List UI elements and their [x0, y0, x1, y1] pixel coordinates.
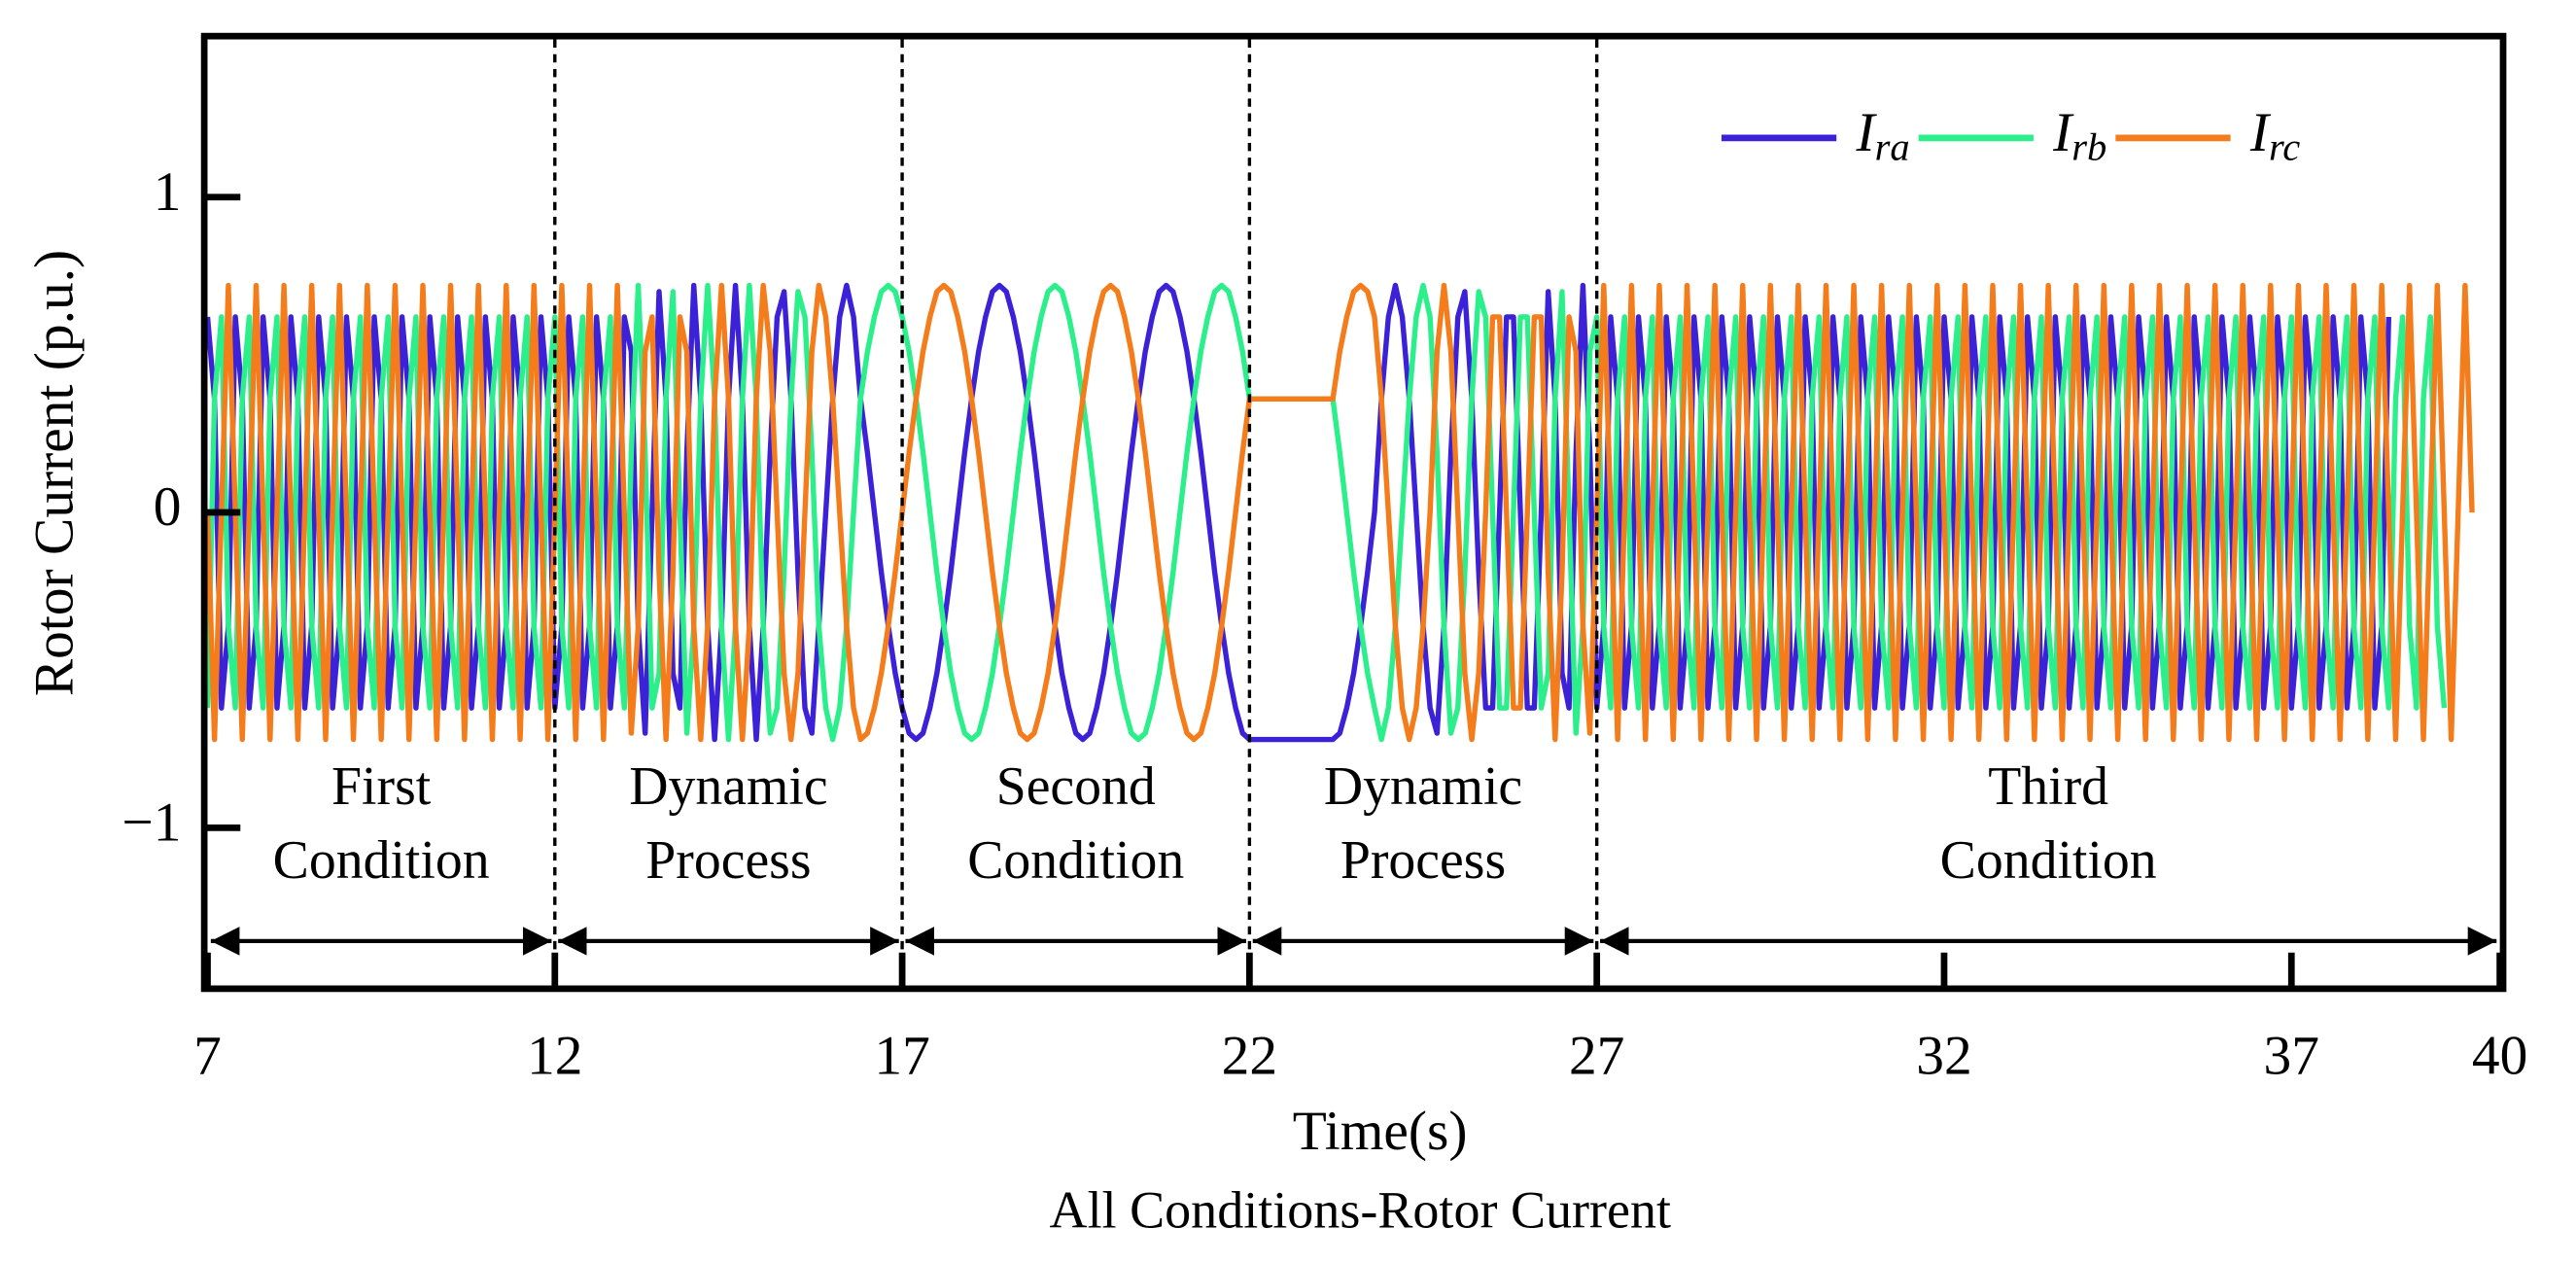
x-tick-label: 22 — [1222, 1025, 1277, 1086]
y-axis-label: Rotor Current (p.u.) — [24, 250, 86, 696]
region-label: First — [331, 756, 432, 817]
region-label: Condition — [1940, 830, 2157, 891]
x-tick-label: 7 — [193, 1025, 222, 1086]
chart-title: All Conditions-Rotor Current — [1050, 1180, 1672, 1239]
legend-label: Ira — [1855, 102, 1909, 169]
region-label: Second — [996, 756, 1156, 817]
region-label: Third — [1988, 756, 2108, 817]
region-label: Dynamic — [629, 756, 827, 817]
y-tick-label: −1 — [122, 792, 181, 854]
x-axis-label: Time(s) — [1293, 1101, 1468, 1162]
plot-frame — [200, 32, 2507, 993]
x-tick-label: 12 — [527, 1025, 582, 1086]
region-label: Process — [1340, 830, 1506, 891]
series-line — [207, 282, 2475, 743]
x-tick-label: 27 — [1569, 1025, 1624, 1086]
x-tick-label: 32 — [1916, 1025, 1971, 1086]
region-label: Dynamic — [1324, 756, 1522, 817]
x-tick-label: 40 — [2472, 1025, 2527, 1086]
region-label: Condition — [967, 830, 1184, 891]
y-tick-label: 1 — [154, 161, 182, 223]
region-label: Condition — [273, 830, 490, 891]
x-tick-label: 37 — [2264, 1025, 2319, 1086]
legend-label: Irb — [2052, 102, 2106, 169]
x-tick-label: 17 — [874, 1025, 929, 1086]
legend-label: Irc — [2249, 102, 2300, 169]
y-tick-label: 0 — [154, 476, 182, 538]
region-label: Process — [645, 830, 811, 891]
